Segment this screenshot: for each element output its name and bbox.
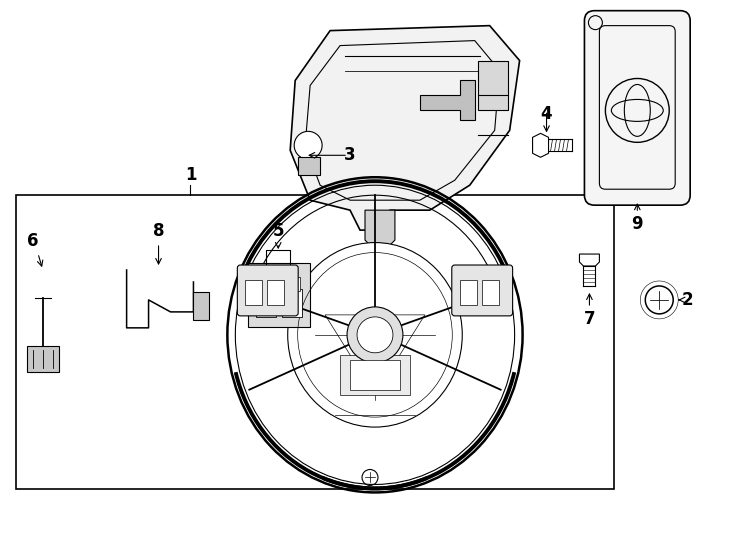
Bar [340, 355, 410, 395]
Bar [288, 277, 300, 291]
Bar [16, 195, 614, 489]
Bar [459, 280, 476, 305]
Polygon shape [420, 80, 475, 120]
Circle shape [347, 307, 403, 363]
Ellipse shape [288, 242, 462, 427]
Circle shape [645, 286, 673, 314]
Text: 2: 2 [681, 291, 693, 309]
FancyBboxPatch shape [584, 11, 690, 205]
Polygon shape [290, 25, 520, 230]
Bar [478, 60, 508, 110]
Text: 4: 4 [541, 105, 553, 124]
Bar [256, 289, 276, 317]
Text: 9: 9 [631, 215, 643, 233]
Bar [267, 280, 284, 305]
Bar [298, 157, 320, 176]
Polygon shape [533, 133, 548, 157]
Bar [272, 277, 284, 291]
Circle shape [357, 317, 393, 353]
Text: 1: 1 [185, 166, 196, 184]
Text: 5: 5 [272, 222, 284, 240]
Bar [350, 360, 400, 390]
Text: 7: 7 [584, 310, 595, 328]
Polygon shape [365, 210, 395, 250]
Bar [482, 280, 498, 305]
FancyBboxPatch shape [248, 263, 310, 327]
Text: 6: 6 [27, 232, 39, 250]
FancyBboxPatch shape [237, 265, 298, 316]
Text: 8: 8 [153, 222, 164, 240]
Circle shape [294, 131, 322, 159]
Polygon shape [579, 254, 600, 266]
Text: 3: 3 [344, 146, 355, 164]
Bar [245, 280, 262, 305]
Bar [282, 289, 302, 317]
Bar [27, 346, 59, 372]
Bar [256, 277, 268, 291]
Bar [194, 292, 209, 320]
FancyBboxPatch shape [452, 265, 512, 316]
